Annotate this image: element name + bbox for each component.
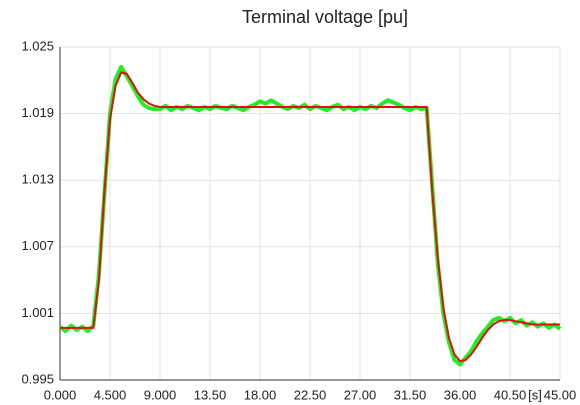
y-tick-label: 1.019: [21, 105, 54, 120]
x-axis-label: [s]: [528, 387, 542, 402]
x-tick-label: 27.00: [344, 387, 377, 402]
chart-title: Terminal voltage [pu]: [242, 7, 408, 27]
x-tick-label: 0.000: [44, 387, 77, 402]
x-tick-label: 36.00: [444, 387, 477, 402]
y-tick-label: 1.007: [21, 238, 54, 253]
x-tick-label: 9.000: [144, 387, 177, 402]
x-tick-label: 13.50: [194, 387, 227, 402]
y-tick-label: 0.995: [21, 371, 54, 386]
x-tick-label: 45.00: [544, 387, 577, 402]
x-tick-label: 31.50: [394, 387, 427, 402]
x-tick-label: 40.50: [494, 387, 527, 402]
series-line: [58, 64, 562, 367]
x-tick-label: 22.50: [294, 387, 327, 402]
series-line: [60, 71, 560, 363]
x-tick-label: 18.00: [244, 387, 277, 402]
y-tick-label: 1.025: [21, 38, 54, 53]
y-tick-label: 1.013: [21, 172, 54, 187]
x-tick-label: 4.500: [94, 387, 127, 402]
y-tick-label: 1.001: [21, 305, 54, 320]
